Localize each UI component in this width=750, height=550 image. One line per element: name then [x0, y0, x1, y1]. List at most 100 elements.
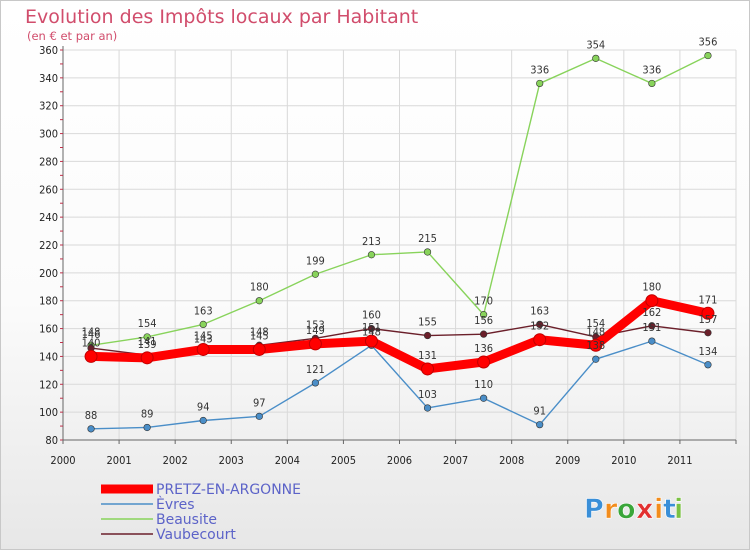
- data-label: 151: [642, 321, 661, 334]
- data-label: 160: [362, 309, 381, 322]
- logo-letter: r: [604, 494, 618, 525]
- legend-label: Beausite: [156, 512, 217, 528]
- data-label: 171: [699, 293, 718, 306]
- series-line-0: [86, 296, 713, 374]
- x-tick-label: 2006: [387, 454, 412, 467]
- data-label: 103: [418, 388, 437, 401]
- data-label: 141: [138, 335, 157, 348]
- data-point: [480, 330, 488, 338]
- data-label: 91: [533, 405, 546, 418]
- data-label: 145: [194, 329, 213, 342]
- data-label: 140: [82, 336, 101, 349]
- data-point: [143, 423, 151, 432]
- data-point: [592, 54, 600, 62]
- data-label: 163: [194, 304, 213, 317]
- x-tick-label: 2010: [611, 454, 636, 467]
- data-point: [367, 324, 376, 333]
- data-point: [364, 334, 378, 348]
- data-point: [536, 320, 544, 328]
- y-tick-label: 280: [39, 155, 58, 168]
- series-lines: [84, 51, 715, 433]
- data-label: 157: [699, 313, 718, 326]
- data-label: 110: [474, 378, 493, 391]
- data-point: [536, 421, 544, 429]
- data-point: [311, 379, 319, 387]
- data-label: 151: [362, 321, 381, 334]
- data-label: 162: [642, 306, 661, 319]
- data-label: 199: [306, 254, 325, 267]
- data-point: [423, 331, 432, 340]
- data-point: [255, 412, 263, 420]
- data-label: 146: [82, 328, 101, 341]
- data-point: [255, 297, 263, 305]
- data-point: [252, 342, 266, 356]
- y-tick-label: 140: [39, 350, 58, 363]
- x-tick-label: 2002: [163, 454, 188, 467]
- logo-letter: t: [663, 494, 676, 525]
- data-label: 97: [253, 396, 266, 409]
- data-label: 170: [474, 295, 493, 308]
- legend-label: Èvres: [156, 496, 195, 513]
- x-tick-label: 2009: [555, 454, 580, 467]
- data-label: 134: [699, 345, 718, 358]
- data-label: 180: [250, 281, 269, 294]
- data-point: [140, 351, 154, 365]
- legend-label: PRETZ-EN-ARGONNE: [156, 482, 301, 498]
- data-label: 356: [699, 36, 718, 49]
- data-label: 121: [306, 363, 325, 376]
- data-label: 213: [362, 235, 381, 248]
- data-label: 152: [530, 320, 549, 333]
- y-tick-label: 360: [39, 44, 58, 57]
- data-point: [477, 355, 491, 369]
- data-point: [704, 51, 712, 60]
- data-label: 145: [250, 329, 269, 342]
- data-label: 156: [474, 314, 493, 327]
- data-point: [199, 320, 207, 328]
- data-point: [480, 311, 488, 319]
- data-point: [87, 425, 95, 433]
- legend-label: Vaubecourt: [156, 527, 236, 543]
- logo-letter: o: [617, 494, 636, 525]
- data-label: 155: [418, 316, 437, 329]
- data-point: [421, 362, 435, 376]
- series-line-1: [90, 340, 709, 430]
- data-point: [589, 338, 603, 352]
- data-point: [311, 270, 319, 278]
- data-label: 148: [250, 325, 269, 338]
- data-point: [423, 248, 432, 256]
- data-label: 148: [586, 325, 605, 338]
- data-label: 94: [197, 401, 210, 414]
- logo-letter: i: [654, 494, 663, 525]
- data-point: [536, 79, 544, 88]
- x-tick-label: 2003: [219, 454, 244, 467]
- data-label: 180: [642, 281, 661, 294]
- data-point: [84, 349, 98, 363]
- x-tick-label: 2001: [106, 454, 131, 467]
- data-point: [648, 337, 656, 345]
- grid-lines: [62, 49, 737, 441]
- data-label: 148: [362, 325, 381, 338]
- data-label: 131: [418, 349, 437, 362]
- x-tick-label: 2000: [50, 454, 75, 467]
- y-tick-label: 340: [39, 72, 58, 85]
- x-tick-label: 2011: [667, 454, 692, 467]
- y-tick-label: 80: [45, 434, 58, 447]
- y-tick-label: 120: [39, 378, 58, 391]
- y-tick-label: 220: [39, 239, 58, 252]
- data-point: [648, 322, 656, 330]
- y-tick-label: 260: [39, 183, 58, 196]
- data-label: 149: [306, 324, 325, 337]
- data-label: 336: [642, 63, 661, 76]
- logo-letter: x: [636, 494, 653, 525]
- data-point: [480, 394, 488, 402]
- series-line-2: [90, 54, 709, 346]
- x-tick-label: 2007: [443, 454, 468, 467]
- axes: 80 100 120 140 160 180 200 220 240 260 280 300 320 34…: [39, 44, 737, 467]
- data-label: 143: [194, 332, 213, 345]
- data-label: 215: [418, 232, 437, 245]
